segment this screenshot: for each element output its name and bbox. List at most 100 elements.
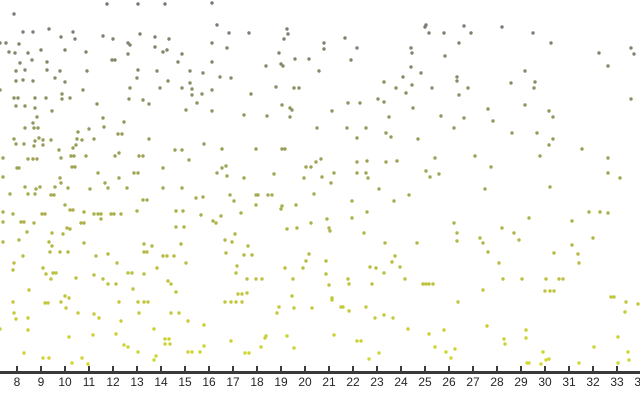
data-point xyxy=(327,283,331,287)
data-point xyxy=(210,41,214,45)
data-point xyxy=(43,301,47,305)
data-point xyxy=(229,76,233,80)
data-point xyxy=(154,354,158,358)
data-point xyxy=(366,176,370,180)
data-point xyxy=(200,92,204,96)
data-point xyxy=(215,23,219,27)
data-point xyxy=(176,60,180,64)
data-point xyxy=(225,174,229,178)
data-point xyxy=(132,171,136,175)
data-point xyxy=(49,193,53,197)
data-point xyxy=(179,242,183,246)
data-point xyxy=(210,109,214,113)
data-point xyxy=(483,187,487,191)
data-point xyxy=(1,210,5,214)
data-point xyxy=(136,350,140,354)
data-point xyxy=(404,91,408,95)
data-point xyxy=(105,2,109,6)
data-point xyxy=(215,171,219,175)
data-point xyxy=(26,51,30,55)
data-point xyxy=(180,148,184,152)
data-point xyxy=(33,192,37,196)
data-point xyxy=(254,277,258,281)
data-point xyxy=(33,96,37,100)
data-point xyxy=(294,203,298,207)
data-point xyxy=(218,75,222,79)
data-point xyxy=(627,358,631,362)
x-tick-label: 12 xyxy=(106,375,120,389)
data-point xyxy=(63,80,67,84)
data-point xyxy=(122,343,126,347)
x-tick-mark xyxy=(376,366,378,371)
data-point xyxy=(41,138,45,142)
data-point xyxy=(27,288,31,292)
data-point xyxy=(309,221,313,225)
x-tick-label: 29 xyxy=(514,375,528,389)
data-point xyxy=(74,276,78,280)
data-point xyxy=(70,165,74,169)
data-point xyxy=(64,306,68,310)
data-point xyxy=(551,137,555,141)
data-point xyxy=(424,282,428,286)
data-point xyxy=(411,106,415,110)
data-point xyxy=(16,96,20,100)
data-point xyxy=(117,176,121,180)
data-point xyxy=(315,126,319,130)
data-point xyxy=(355,339,359,343)
data-point xyxy=(230,240,234,244)
data-point xyxy=(210,1,214,5)
data-point xyxy=(79,221,83,225)
data-point xyxy=(264,64,268,68)
data-point xyxy=(457,41,461,45)
data-point xyxy=(587,210,591,214)
data-point xyxy=(365,159,369,163)
data-point xyxy=(114,332,118,336)
data-point xyxy=(500,25,504,29)
data-point xyxy=(173,148,177,152)
data-point xyxy=(26,328,30,332)
data-point xyxy=(395,159,399,163)
data-point xyxy=(401,75,405,79)
data-point xyxy=(245,291,249,295)
data-point xyxy=(135,76,139,80)
data-point xyxy=(524,336,528,340)
x-tick-label: 16 xyxy=(202,375,216,389)
data-point xyxy=(393,254,397,258)
data-point xyxy=(17,166,21,170)
data-point xyxy=(549,41,553,45)
data-point xyxy=(481,241,485,245)
data-point xyxy=(452,126,456,130)
data-point xyxy=(59,156,63,160)
data-point xyxy=(12,261,16,265)
data-point xyxy=(58,176,62,180)
data-point xyxy=(242,253,246,257)
data-point xyxy=(455,75,459,79)
data-point xyxy=(280,147,284,151)
data-point xyxy=(73,37,77,41)
data-point xyxy=(629,97,633,101)
data-point xyxy=(31,79,35,83)
data-point xyxy=(280,103,284,107)
data-point xyxy=(410,83,414,87)
data-point xyxy=(227,31,231,35)
data-point xyxy=(202,323,206,327)
data-point xyxy=(382,80,386,84)
data-point xyxy=(165,254,169,258)
data-point xyxy=(332,171,336,175)
data-point xyxy=(382,100,386,104)
data-point xyxy=(462,116,466,120)
data-point xyxy=(616,335,620,339)
data-point xyxy=(26,316,30,320)
data-point xyxy=(81,88,85,92)
data-point xyxy=(481,288,485,292)
data-point xyxy=(247,31,251,35)
data-point xyxy=(126,271,130,275)
data-point xyxy=(7,50,11,54)
data-point xyxy=(355,160,359,164)
data-point xyxy=(502,337,506,341)
data-point xyxy=(533,80,537,84)
data-point xyxy=(194,196,198,200)
data-point xyxy=(11,268,15,272)
data-point xyxy=(0,88,2,92)
